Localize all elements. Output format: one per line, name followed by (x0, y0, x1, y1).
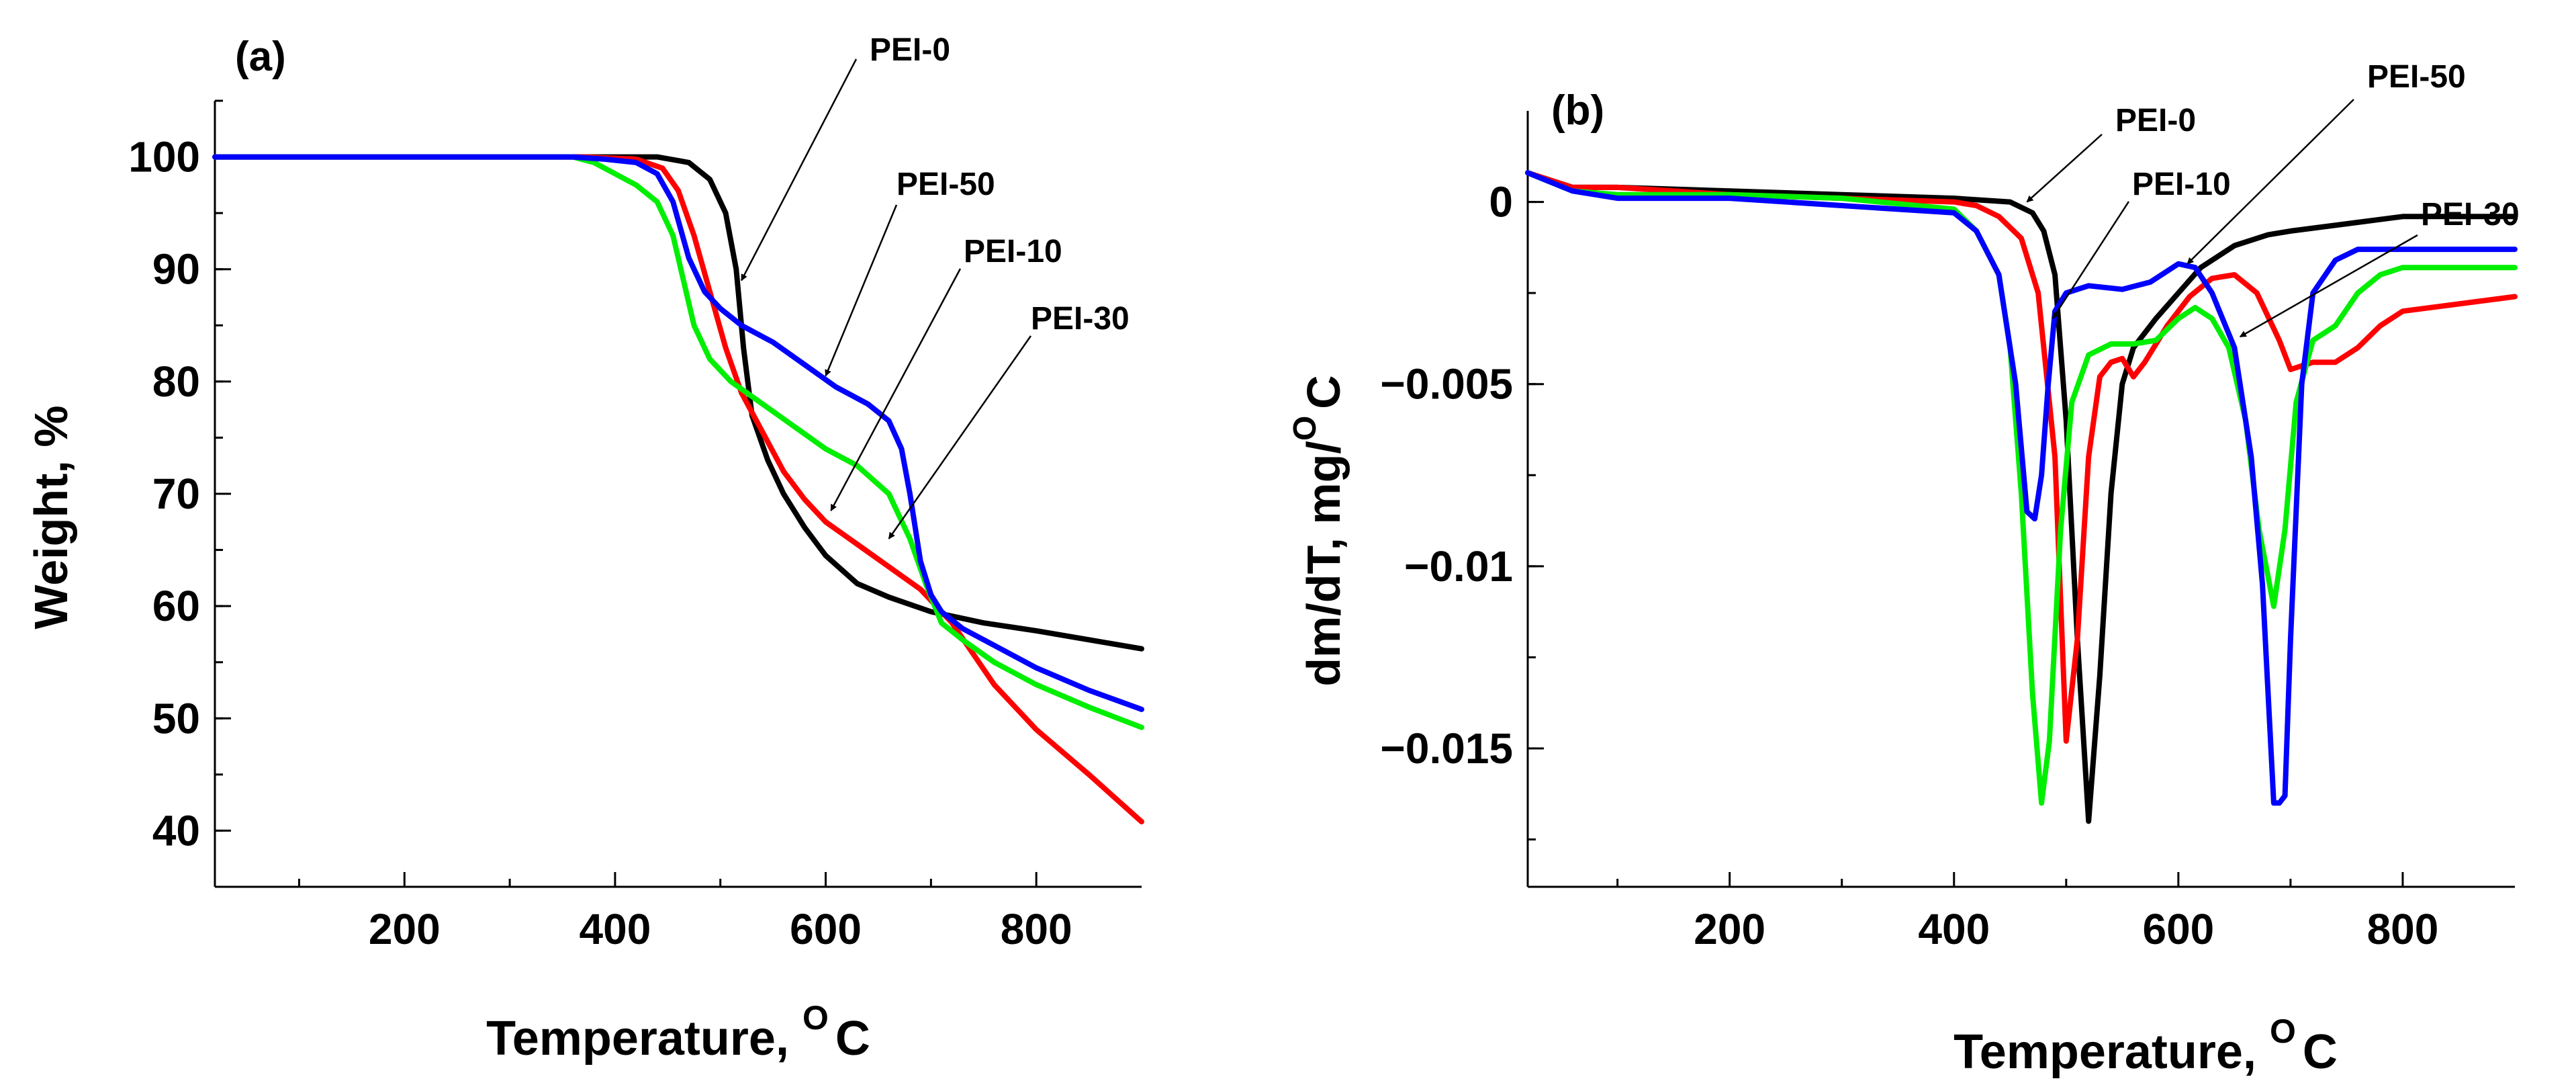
b-y-tick-label: −0.015 (1380, 724, 1513, 773)
panel-b-y-axis-unit-degree: O (1287, 416, 1323, 441)
a-series-pei-10 (212, 154, 1144, 825)
a-annotation-label: PEI-0 (870, 32, 950, 68)
panel-b-x-axis-label-text: Temperature, (1953, 1025, 2270, 1079)
a-series-pei-0 (212, 154, 1144, 652)
panel-b-x-axis-unit: C (2303, 1025, 2338, 1079)
b-series-pei-30 (1525, 170, 2518, 806)
a-y-tick-label: 70 (152, 470, 200, 518)
a-y-tick-label: 60 (152, 582, 200, 630)
panel-a-x-axis-unit-degree: O (802, 999, 829, 1037)
a-series-pei-50 (212, 154, 1144, 712)
b-annotation-arrow (2187, 99, 2354, 265)
a-x-tick-label: 800 (1001, 905, 1072, 953)
panel-b-series (1525, 170, 2518, 824)
panel-a-x-axis-unit: C (835, 1012, 870, 1066)
panel-b-annotations: PEI-0 PEI-10 PEI-50 PEI-30 (2026, 59, 2520, 338)
a-x-tick-label: 200 (369, 905, 441, 953)
b-y-tick-label: −0.01 (1404, 542, 1513, 591)
a-x-tick-label: 400 (580, 905, 651, 953)
panel-a-axes: 200 400 600 800 40 50 60 70 80 90 100 (128, 99, 1142, 953)
a-annotation-arrow (740, 58, 858, 281)
panel-a-x-axis-label-text: Temperature, (486, 1012, 802, 1066)
b-series-pei-50 (1525, 170, 2518, 806)
b-x-tick-label: 600 (2142, 905, 2214, 953)
b-annotation-label: PEI-0 (2115, 103, 2196, 138)
a-y-tick-label: 40 (152, 806, 200, 855)
panel-a-series (212, 154, 1144, 825)
panel-b-axes: 200 400 600 800 0 −0.005 −0.01 −0.015 (1380, 111, 2515, 953)
b-annotation-arrow (2052, 201, 2130, 319)
panel-b-label: (b) (1551, 87, 1604, 134)
b-series-pei-0 (1525, 170, 2518, 824)
a-y-tick-label: 80 (152, 357, 200, 406)
b-x-tick-label: 800 (2367, 905, 2439, 953)
panel-b-dtg-chart: (b) 200 400 600 800 0 −0.005 −0.01 −0.015 PEI-0… (1287, 59, 2520, 1079)
a-annotation-label: PEI-30 (1031, 301, 1130, 337)
b-annotation-label: PEI-10 (2132, 167, 2231, 202)
a-y-tick-label: 90 (152, 245, 200, 294)
panel-b-y-axis-unit: C (1297, 375, 1350, 409)
b-y-tick-label: −0.005 (1380, 360, 1513, 408)
a-annotation-label: PEI-50 (896, 167, 995, 202)
b-annotation-arrow (2026, 134, 2103, 203)
panel-a-label: (a) (235, 34, 286, 80)
b-x-tick-label: 400 (1918, 905, 1990, 953)
panel-b-y-axis-label: dm/dT, mg/OC (1287, 375, 1350, 686)
b-series-pei-10 (1525, 170, 2518, 744)
panel-a-y-axis-label: Weight, % (25, 405, 77, 629)
panel-b-y-axis-label-text: dm/dT, mg/ (1297, 441, 1350, 687)
a-annotation-arrow (888, 335, 1032, 539)
a-annotation-arrow (830, 268, 962, 511)
b-y-tick-label: 0 (1489, 178, 1513, 226)
a-annotation-arrow (825, 204, 898, 377)
a-series-pei-30 (212, 154, 1144, 730)
a-x-tick-label: 600 (790, 905, 862, 953)
panel-a-annotations: PEI-0 PEI-50 PEI-10 PEI-30 (740, 32, 1130, 539)
b-annotation-label: PEI-50 (2367, 59, 2466, 95)
panel-b-x-axis-unit-degree: O (2270, 1012, 2296, 1050)
b-x-tick-label: 200 (1694, 905, 1765, 953)
b-annotation-arrow (2239, 234, 2418, 338)
a-annotation-label: PEI-10 (964, 234, 1062, 269)
b-annotation-label: PEI-30 (2421, 197, 2520, 232)
a-y-tick-label: 100 (128, 133, 200, 181)
a-y-tick-label: 50 (152, 694, 200, 742)
